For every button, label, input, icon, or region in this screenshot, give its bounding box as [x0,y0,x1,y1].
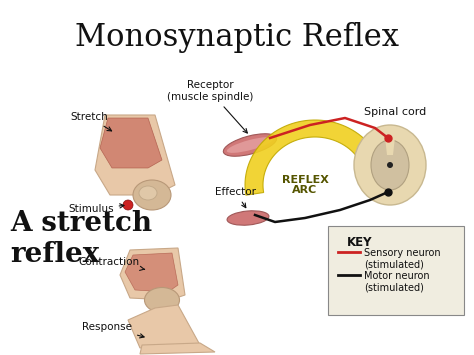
Text: Effector: Effector [215,187,256,208]
Text: Sensory neuron
(stimulated): Sensory neuron (stimulated) [364,248,441,269]
Text: Stimulus: Stimulus [68,204,124,214]
Polygon shape [120,248,185,300]
Ellipse shape [223,134,277,156]
Ellipse shape [227,137,273,153]
Text: ARC: ARC [292,185,318,195]
Ellipse shape [139,186,157,200]
Polygon shape [385,137,395,155]
Ellipse shape [354,125,426,205]
FancyBboxPatch shape [328,226,464,315]
Polygon shape [100,118,162,168]
Ellipse shape [227,211,269,225]
Text: Contraction: Contraction [78,257,145,271]
Text: Receptor
(muscle spindle): Receptor (muscle spindle) [167,80,253,133]
Text: Monosynaptic Reflex: Monosynaptic Reflex [75,22,399,53]
Ellipse shape [387,162,393,168]
Text: REFLEX: REFLEX [282,175,328,185]
Ellipse shape [133,180,171,210]
Text: A stretch
reflex: A stretch reflex [10,210,152,268]
Text: Motor neuron
(stimulated): Motor neuron (stimulated) [364,271,429,293]
Circle shape [123,200,133,210]
Polygon shape [140,343,215,354]
Polygon shape [95,115,175,195]
Ellipse shape [371,140,409,190]
Text: Spinal cord: Spinal cord [364,107,426,117]
Text: Stretch: Stretch [70,112,111,131]
Polygon shape [245,120,384,195]
Text: KEY: KEY [347,236,373,249]
Polygon shape [128,305,200,348]
Text: Response: Response [82,322,144,338]
Polygon shape [125,253,178,292]
Ellipse shape [145,288,180,312]
